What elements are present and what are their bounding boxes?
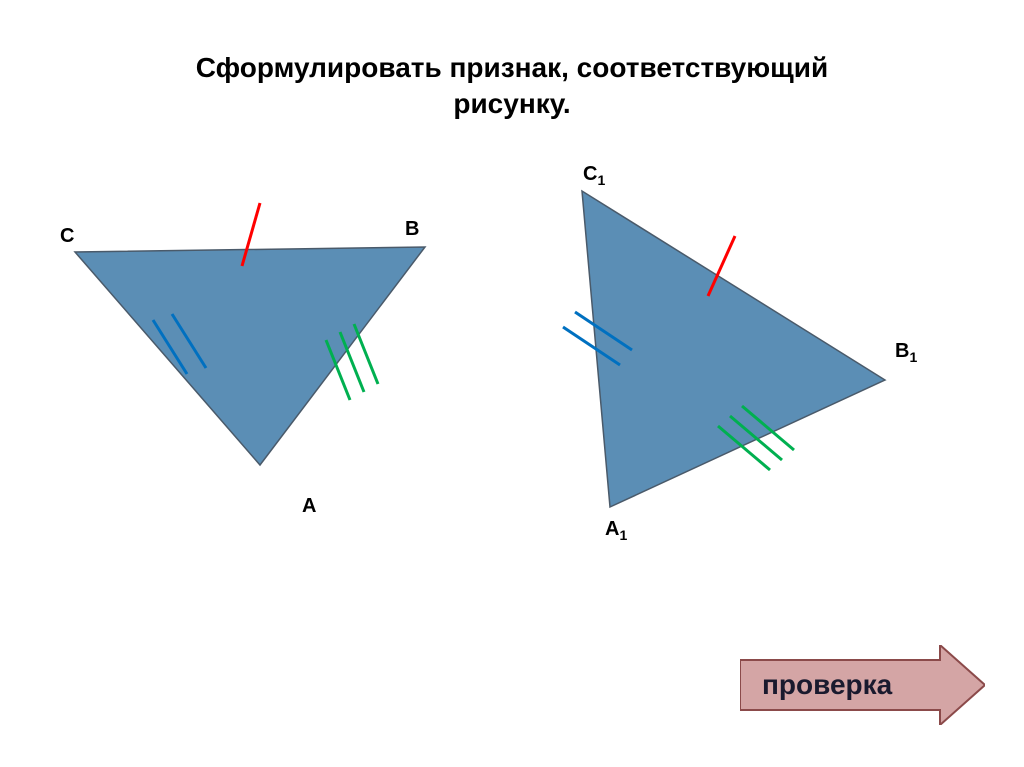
check-button-label: проверка	[762, 669, 1007, 701]
vertex-label-C: C	[60, 225, 74, 248]
check-button[interactable]: проверка	[740, 645, 985, 725]
vertex-label-A1: A1	[605, 518, 627, 543]
vertex-label-B1: B1	[895, 340, 917, 365]
vertex-label-B: B	[405, 218, 419, 241]
geometry-diagram	[0, 0, 1024, 560]
vertex-label-A: A	[302, 495, 316, 518]
triangle-1	[75, 247, 425, 465]
vertex-label-C1: C1	[583, 163, 605, 188]
